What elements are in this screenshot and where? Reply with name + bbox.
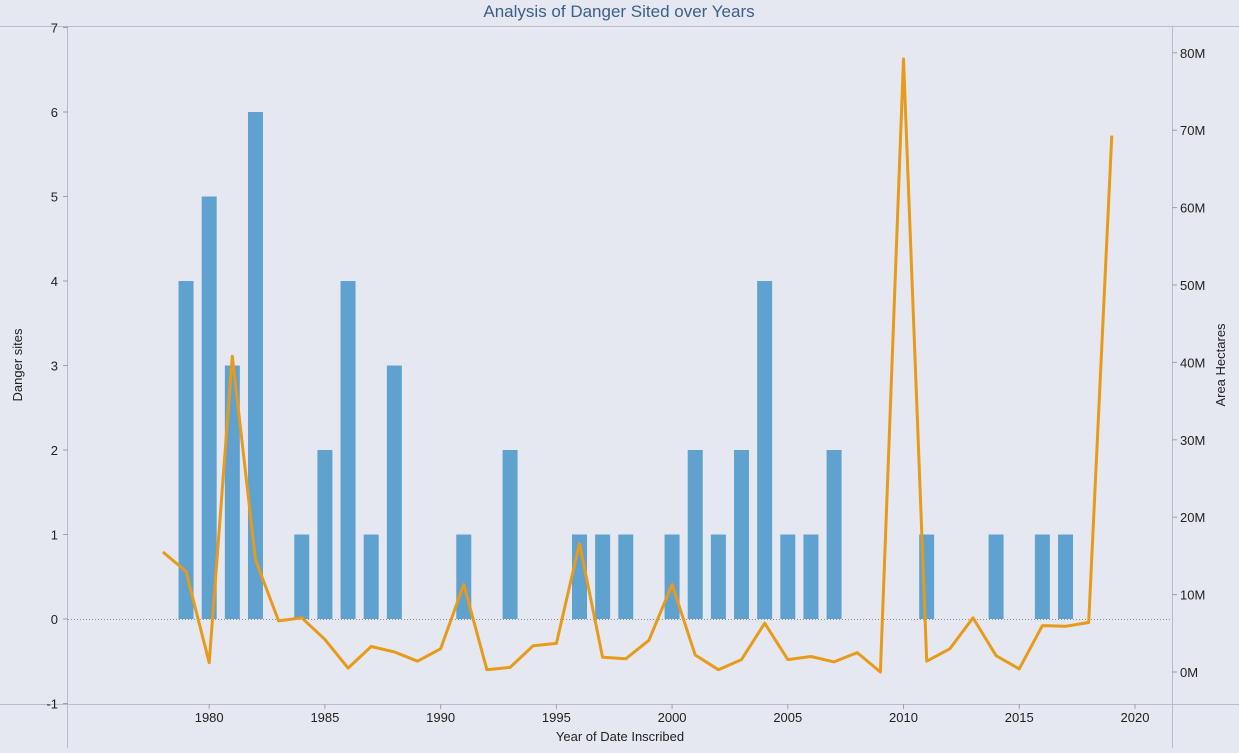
bar [826,450,842,619]
x-tick-label: 1995 [542,710,571,725]
y-tick-label: 6 [51,105,58,120]
y-tick-label: 2 [51,443,58,458]
x-tick-label: 1990 [426,710,455,725]
y2-tick-label: 70M [1180,123,1205,138]
bar [178,281,194,619]
x-tick-label: 2005 [773,710,802,725]
bar [803,534,819,619]
y-tick-label: 7 [51,21,58,36]
bar [502,450,518,619]
bar [618,534,634,619]
y2-tick-label: 0M [1180,665,1198,680]
bar [340,281,356,619]
bar [687,450,703,619]
bar [664,534,680,619]
bar [780,534,796,619]
y-tick-label: 1 [51,528,58,543]
y2-tick-label: 60M [1180,201,1205,216]
y2-axis-label: Area Hectares [1213,323,1228,407]
bar [386,365,402,619]
y2-tick-label: 40M [1180,355,1205,370]
y-tick-label: 5 [51,190,58,205]
bar [757,281,773,619]
x-tick-label: 2020 [1121,710,1150,725]
bar [317,450,333,619]
y-tick-label: 3 [51,359,58,374]
bar [988,534,1004,619]
y2-tick-label: 30M [1180,433,1205,448]
x-tick-label: 2010 [889,710,918,725]
area-line [161,57,1114,674]
bar [1034,534,1050,619]
bar [595,534,611,619]
y-tick-label: 0 [51,612,58,627]
bar [710,534,726,619]
bar [201,196,217,619]
bar [294,534,310,619]
y2-tick-label: 80M [1180,46,1205,61]
y-axis-label: Danger sites [10,328,25,401]
x-tick-label: 2000 [658,710,687,725]
y-tick-label: -1 [46,697,58,712]
bar [734,450,750,619]
bar [247,112,263,619]
y-tick-label: 4 [51,274,58,289]
x-axis-label: Year of Date Inscribed [556,729,684,744]
y2-tick-label: 10M [1180,588,1205,603]
x-tick-label: 2015 [1005,710,1034,725]
chart-title: Analysis of Danger Sited over Years [483,2,754,21]
y2-tick-label: 50M [1180,278,1205,293]
x-tick-label: 1985 [310,710,339,725]
x-tick-label: 1980 [195,710,224,725]
bar [363,534,379,619]
bar [1058,534,1074,619]
y2-tick-label: 20M [1180,510,1205,525]
bar [224,365,240,619]
